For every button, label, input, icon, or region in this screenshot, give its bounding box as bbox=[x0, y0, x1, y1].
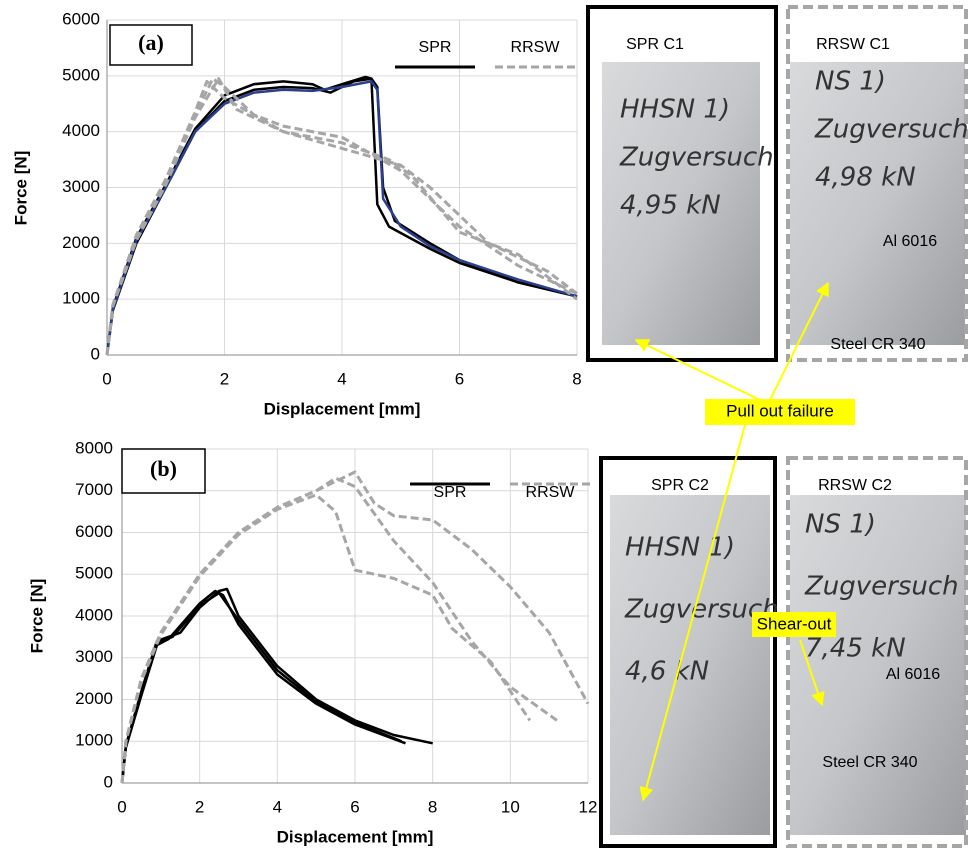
panel-label: (b) bbox=[150, 456, 177, 481]
handwriting: Zugversuch bbox=[814, 115, 969, 145]
x-tick-label: 6 bbox=[455, 369, 464, 388]
x-tick-label: 10 bbox=[501, 797, 520, 816]
handwriting: Zugversuch bbox=[804, 572, 959, 602]
handwriting: 4,98 kN bbox=[815, 163, 916, 193]
x-tick-label: 8 bbox=[572, 369, 581, 388]
arrow bbox=[769, 281, 829, 401]
frame bbox=[586, 5, 778, 362]
arrow bbox=[639, 424, 746, 802]
panel-box bbox=[109, 24, 193, 66]
y-tick-label: 1000 bbox=[62, 289, 100, 308]
arrow bbox=[634, 339, 761, 401]
photo-label: RRSW C2 bbox=[818, 477, 892, 494]
data-line bbox=[105, 77, 578, 356]
handwriting: HHSN 1) bbox=[620, 95, 730, 125]
data-line bbox=[120, 591, 403, 784]
y-tick-label: 2000 bbox=[62, 233, 100, 252]
legend-label: RRSW bbox=[526, 484, 576, 501]
data-line bbox=[105, 79, 578, 356]
y-tick-label: 0 bbox=[104, 772, 113, 791]
x-tick-label: 12 bbox=[579, 797, 598, 816]
panel-label: (a) bbox=[138, 30, 164, 55]
x-axis-title: Displacement [mm] bbox=[264, 399, 421, 418]
handwriting: HHSN 1) bbox=[625, 533, 735, 563]
y-tick-label: 4000 bbox=[75, 605, 113, 624]
frame bbox=[786, 456, 968, 848]
y-tick-label: 8000 bbox=[75, 438, 113, 457]
y-tick-label: 6000 bbox=[75, 522, 113, 541]
y-tick-label: 3000 bbox=[62, 177, 100, 196]
annotation: Shear-out bbox=[757, 614, 832, 633]
y-axis-title: Force [N] bbox=[27, 579, 46, 654]
y-tick-label: 2000 bbox=[75, 689, 113, 708]
handwriting: 4,95 kN bbox=[620, 191, 721, 221]
photos: SPR C1 HHSN 1) Zugversuch 4,95 kN RRSW C1 NS … bbox=[586, 5, 969, 848]
x-tick-label: 4 bbox=[337, 369, 346, 388]
y-tick-label: 5000 bbox=[62, 65, 100, 84]
photo-label: SPR C1 bbox=[626, 36, 684, 53]
handwriting: Zugversuch bbox=[619, 143, 774, 173]
annotations: Pull out failure Shear-out bbox=[634, 281, 855, 802]
x-tick-label: 4 bbox=[273, 797, 282, 816]
material-label: Steel CR 340 bbox=[822, 754, 917, 771]
panel-box bbox=[121, 448, 206, 494]
x-tick-label: 2 bbox=[220, 369, 229, 388]
frame bbox=[599, 456, 777, 848]
y-tick-label: 1000 bbox=[75, 731, 113, 750]
annotation: Pull out failure bbox=[726, 401, 834, 420]
x-tick-label: 0 bbox=[102, 369, 111, 388]
legend-label: SPR bbox=[434, 484, 467, 501]
y-axis-title: Force [N] bbox=[11, 151, 30, 226]
y-tick-label: 7000 bbox=[75, 480, 113, 499]
photo bbox=[610, 495, 770, 835]
y-tick-label: 6000 bbox=[62, 9, 100, 28]
x-axis-title: Displacement [mm] bbox=[277, 827, 434, 846]
photo bbox=[790, 495, 966, 835]
material-label: Steel CR 340 bbox=[830, 336, 925, 353]
handwriting: NS 1) bbox=[815, 67, 886, 97]
arrow bbox=[799, 639, 825, 707]
photo bbox=[790, 62, 965, 345]
photo-label: SPR C2 bbox=[651, 477, 709, 494]
material-label: Al 6016 bbox=[883, 233, 937, 250]
handwriting: NS 1) bbox=[805, 510, 876, 540]
handwriting: 7,45 kN bbox=[805, 634, 906, 664]
highlight bbox=[705, 399, 855, 425]
data-line bbox=[120, 589, 406, 784]
photo-label: RRSW C1 bbox=[816, 36, 890, 53]
y-tick-label: 4000 bbox=[62, 121, 100, 140]
photo bbox=[602, 62, 760, 345]
material-label: Al 6016 bbox=[886, 666, 940, 683]
x-tick-label: 2 bbox=[195, 797, 204, 816]
data-line bbox=[120, 476, 558, 784]
y-tick-label: 3000 bbox=[75, 647, 113, 666]
x-tick-label: 0 bbox=[117, 797, 126, 816]
highlight bbox=[752, 612, 836, 637]
handwriting: 4,6 kN bbox=[625, 657, 709, 687]
legend-label: RRSW bbox=[511, 39, 561, 56]
frame bbox=[786, 5, 968, 362]
y-tick-label: 5000 bbox=[75, 564, 113, 583]
x-tick-label: 8 bbox=[428, 797, 437, 816]
x-tick-label: 6 bbox=[350, 797, 359, 816]
data-line bbox=[120, 470, 590, 784]
y-tick-label: 0 bbox=[91, 344, 100, 363]
legend-label: SPR bbox=[419, 39, 452, 56]
